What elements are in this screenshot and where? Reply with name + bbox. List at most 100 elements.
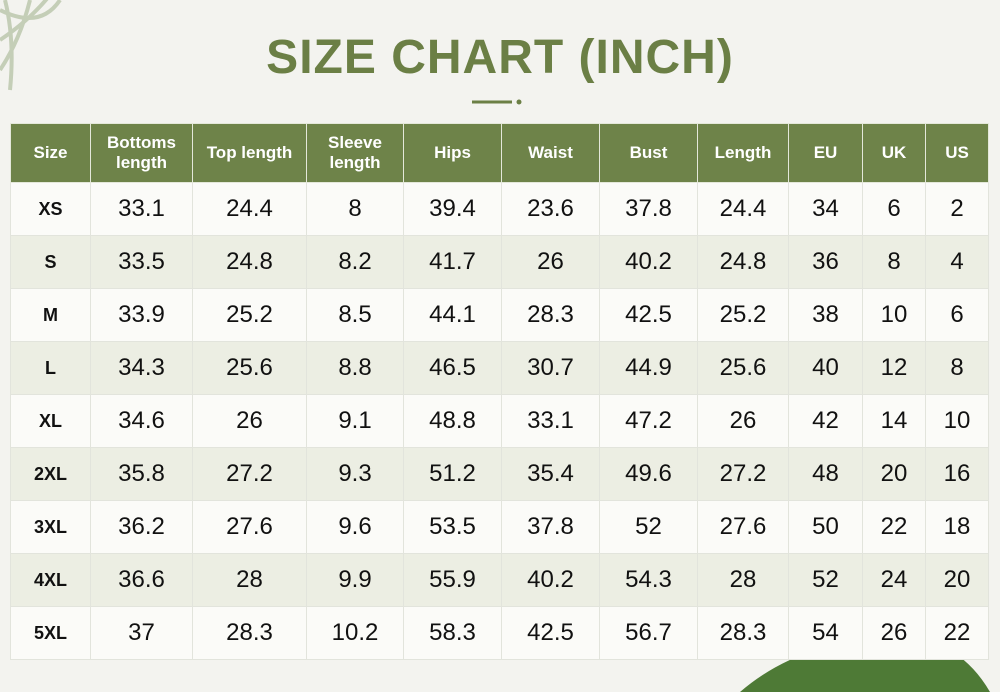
measurement: 28.3 [192,606,307,660]
measurement: 27.6 [697,500,789,554]
size-label: S [10,235,91,289]
size-label: L [10,341,91,395]
measurement: 28.3 [501,288,600,342]
measurement: 36.6 [90,553,193,607]
measurement: 48 [788,447,863,501]
measurement: 54 [788,606,863,660]
measurement: 26 [697,394,789,448]
measurement: 52 [599,500,698,554]
measurement: 28 [192,553,307,607]
size-label: 5XL [10,606,91,660]
measurement: 46.5 [403,341,502,395]
column-header: EU [788,123,863,183]
size-table: Size Bottoms length Top length Sleeve lengt… [10,123,989,660]
measurement: 4 [925,235,989,289]
measurement: 40.2 [501,553,600,607]
header-row: Size Bottoms length Top length Sleeve lengt… [10,123,989,183]
measurement: 53.5 [403,500,502,554]
measurement: 14 [862,394,926,448]
size-label: 3XL [10,500,91,554]
table-row: 4XL 36.6 28 9.9 55.9 40.2 54.3 28 52 24 20 [10,553,989,607]
measurement: 38 [788,288,863,342]
measurement: 34.6 [90,394,193,448]
measurement: 20 [862,447,926,501]
measurement: 18 [925,500,989,554]
column-header: Waist [501,123,600,183]
size-label: XS [10,182,91,236]
measurement: 42.5 [599,288,698,342]
size-label: XL [10,394,91,448]
measurement: 12 [862,341,926,395]
measurement: 56.7 [599,606,698,660]
table-row: 3XL 36.2 27.6 9.6 53.5 37.8 52 27.6 50 22 18 [10,500,989,554]
palm-leaf [0,0,62,91]
column-header: Top length [192,123,307,183]
table-row: 5XL 37 28.3 10.2 58.3 42.5 56.7 28.3 54 26 22 [10,606,989,660]
measurement: 50 [788,500,863,554]
measurement: 26 [501,235,600,289]
table-row: L 34.3 25.6 8.8 46.5 30.7 44.9 25.6 40 12 8 [10,341,989,395]
column-header: Size [10,123,91,183]
measurement: 58.3 [403,606,502,660]
measurement: 27.2 [192,447,307,501]
measurement: 9.3 [306,447,404,501]
title-dot [516,99,522,105]
measurement: 39.4 [403,182,502,236]
measurement: 24.4 [192,182,307,236]
measurement: 35.8 [90,447,193,501]
measurement: 24.8 [697,235,789,289]
measurement: 23.6 [501,182,600,236]
measurement: 37.8 [599,182,698,236]
measurement: 25.6 [697,341,789,395]
column-header: Bottoms length [90,123,193,183]
measurement: 2 [925,182,989,236]
measurement: 36 [788,235,863,289]
measurement: 6 [862,182,926,236]
measurement: 24.4 [697,182,789,236]
measurement: 24.8 [192,235,307,289]
measurement: 25.2 [697,288,789,342]
measurement: 40 [788,341,863,395]
measurement: 44.9 [599,341,698,395]
measurement: 34 [788,182,863,236]
measurement: 9.1 [306,394,404,448]
measurement: 6 [925,288,989,342]
measurement: 49.6 [599,447,698,501]
measurement: 9.9 [306,553,404,607]
column-header: UK [862,123,926,183]
measurement: 34.3 [90,341,193,395]
measurement: 26 [862,606,926,660]
measurement: 8.2 [306,235,404,289]
measurement: 8.5 [306,288,404,342]
table-row: 2XL 35.8 27.2 9.3 51.2 35.4 49.6 27.2 48 20 16 [10,447,989,501]
measurement: 54.3 [599,553,698,607]
measurement: 28.3 [697,606,789,660]
measurement: 35.4 [501,447,600,501]
table-body: XS 33.1 24.4 8 39.4 23.6 37.8 24.4 34 6 2 S 33.5 24.8… [10,182,989,660]
title: SIZE CHART (INCH) [266,31,734,84]
measurement: 16 [925,447,989,501]
measurement: 22 [862,500,926,554]
measurement: 33.5 [90,235,193,289]
measurement: 27.2 [697,447,789,501]
measurement: 37 [90,606,193,660]
column-header: Sleeve length [306,123,404,183]
table-row: XL 34.6 26 9.1 48.8 33.1 47.2 26 42 14 10 [10,394,989,448]
measurement: 48.8 [403,394,502,448]
measurement: 33.1 [90,182,193,236]
table-row: S 33.5 24.8 8.2 41.7 26 40.2 24.8 36 8 4 [10,235,989,289]
measurement: 8.8 [306,341,404,395]
measurement: 10.2 [306,606,404,660]
column-header: Bust [599,123,698,183]
measurement: 44.1 [403,288,502,342]
measurement: 20 [925,553,989,607]
measurement: 47.2 [599,394,698,448]
table-row: M 33.9 25.2 8.5 44.1 28.3 42.5 25.2 38 10 6 [10,288,989,342]
size-label: 4XL [10,553,91,607]
measurement: 30.7 [501,341,600,395]
measurement: 10 [925,394,989,448]
measurement: 40.2 [599,235,698,289]
measurement: 55.9 [403,553,502,607]
measurement: 52 [788,553,863,607]
table-row: XS 33.1 24.4 8 39.4 23.6 37.8 24.4 34 6 2 [10,182,989,236]
